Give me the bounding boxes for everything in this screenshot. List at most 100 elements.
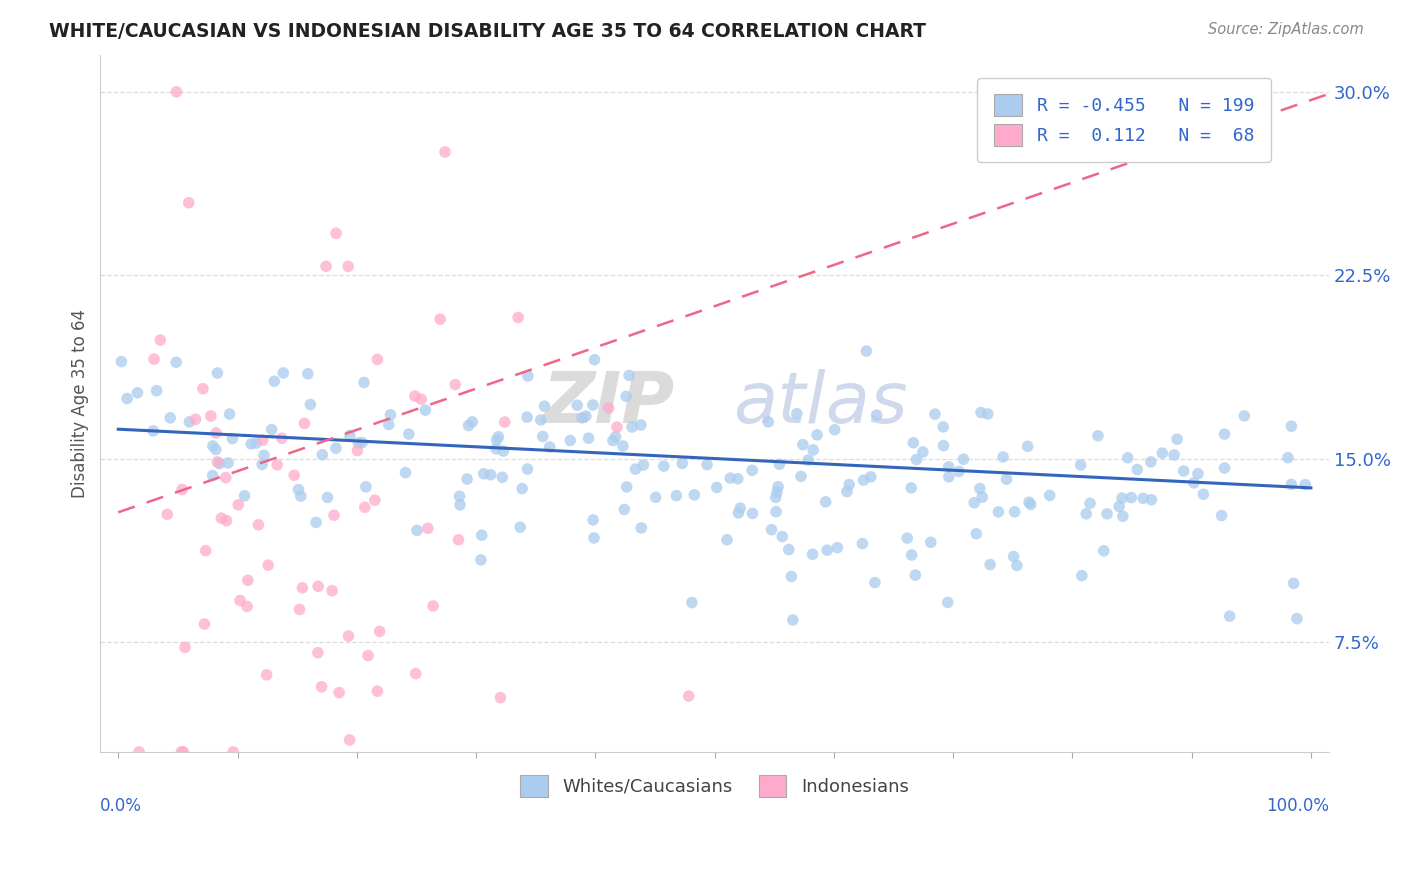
Point — [1121, 491, 1143, 505]
Point — [1111, 491, 1133, 505]
Point — [727, 506, 749, 520]
Point — [1140, 492, 1163, 507]
Point — [115, 392, 138, 406]
Point — [366, 684, 388, 698]
Point — [911, 445, 934, 459]
Point — [339, 733, 361, 747]
Point — [617, 368, 640, 383]
Point — [1076, 507, 1098, 521]
Point — [1108, 500, 1130, 514]
Point — [368, 624, 391, 639]
Point — [652, 459, 675, 474]
Point — [240, 437, 263, 451]
Text: atlas: atlas — [733, 369, 908, 438]
Point — [582, 513, 605, 527]
Point — [165, 355, 187, 369]
Point — [1192, 487, 1215, 501]
Point — [353, 376, 375, 390]
Point — [1213, 427, 1236, 442]
Point — [486, 430, 509, 444]
Point — [204, 442, 226, 457]
Point — [1004, 505, 1026, 519]
Point — [191, 382, 214, 396]
Point — [245, 436, 267, 450]
Point — [952, 452, 974, 467]
Point — [598, 401, 620, 415]
Point — [741, 507, 763, 521]
Point — [716, 533, 738, 547]
Point — [792, 437, 814, 451]
Point — [624, 462, 647, 476]
Point — [172, 483, 194, 497]
Point — [606, 420, 628, 434]
Point — [963, 496, 986, 510]
Point — [346, 443, 368, 458]
Text: WHITE/CAUCASIAN VS INDONESIAN DISABILITY AGE 35 TO 64 CORRELATION CHART: WHITE/CAUCASIAN VS INDONESIAN DISABILITY… — [49, 22, 927, 41]
Point — [1211, 508, 1233, 523]
Legend: Whites/Caucasians, Indonesians: Whites/Caucasians, Indonesians — [512, 765, 918, 805]
Point — [398, 427, 420, 442]
Point — [972, 490, 994, 504]
Point — [671, 456, 693, 470]
Point — [801, 442, 824, 457]
Point — [970, 406, 993, 420]
Point — [444, 377, 467, 392]
Point — [170, 745, 193, 759]
Point — [215, 514, 238, 528]
Point — [1166, 432, 1188, 446]
Point — [263, 374, 285, 388]
Point — [1187, 467, 1209, 481]
Point — [531, 429, 554, 443]
Point — [782, 613, 804, 627]
Point — [683, 488, 706, 502]
Point — [337, 260, 360, 274]
Point — [1279, 477, 1302, 491]
Point — [766, 480, 789, 494]
Point — [456, 472, 478, 486]
Point — [766, 485, 789, 500]
Point — [492, 444, 515, 458]
Point — [128, 745, 150, 759]
Point — [706, 480, 728, 494]
Point — [489, 690, 512, 705]
Point — [449, 498, 471, 512]
Point — [207, 455, 229, 469]
Point — [932, 439, 955, 453]
Point — [560, 434, 582, 448]
Point — [991, 450, 1014, 464]
Point — [257, 558, 280, 573]
Point — [339, 428, 361, 442]
Point — [406, 524, 429, 538]
Point — [422, 599, 444, 613]
Point — [969, 482, 991, 496]
Point — [1112, 509, 1135, 524]
Point — [900, 481, 922, 495]
Point — [920, 535, 942, 549]
Point — [1070, 458, 1092, 472]
Point — [200, 409, 222, 423]
Point — [184, 412, 207, 426]
Point — [1285, 612, 1308, 626]
Point — [270, 431, 292, 445]
Point — [633, 458, 655, 472]
Point — [718, 471, 741, 485]
Point — [266, 458, 288, 472]
Point — [896, 531, 918, 545]
Point — [380, 408, 402, 422]
Point — [305, 516, 328, 530]
Point — [1070, 568, 1092, 582]
Point — [903, 435, 925, 450]
Point — [472, 467, 495, 481]
Point — [538, 440, 561, 454]
Point — [159, 410, 181, 425]
Point — [815, 543, 838, 558]
Point — [429, 312, 451, 326]
Point — [247, 517, 270, 532]
Point — [835, 484, 858, 499]
Point — [865, 408, 887, 422]
Point — [567, 398, 589, 412]
Point — [987, 505, 1010, 519]
Point — [253, 448, 276, 462]
Point — [905, 452, 928, 467]
Point — [516, 410, 538, 425]
